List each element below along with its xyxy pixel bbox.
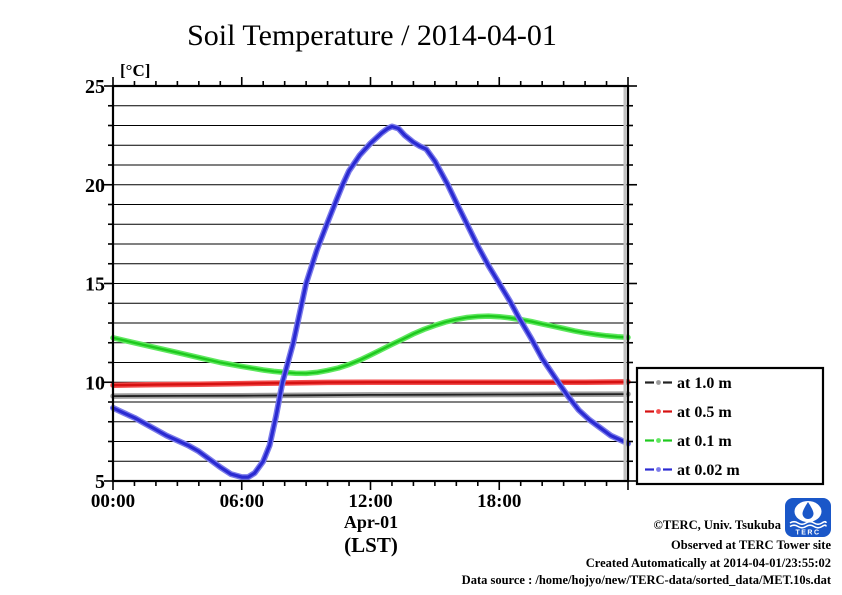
wave-icon bbox=[789, 524, 827, 529]
axis-tick-labels: 5 10 15 20 25 00:00 06:00 12:00 18:00 bbox=[85, 76, 521, 512]
legend-dot-icon bbox=[656, 380, 661, 385]
legend-dot-icon bbox=[656, 467, 661, 472]
data-series bbox=[110, 123, 631, 481]
y-tick-label-25: 25 bbox=[85, 76, 105, 98]
series-line-at-1-0-m bbox=[112, 393, 629, 397]
y-tick-label-10: 10 bbox=[85, 372, 105, 394]
legend: at 1.0 m at 0.5 m at 0.1 m at 0.02 m bbox=[635, 366, 825, 486]
wave-icon bbox=[789, 520, 827, 526]
legend-item-0-5m: at 0.5 m bbox=[645, 404, 732, 421]
series-line-at-0-5-m bbox=[111, 380, 630, 387]
logo-label: TERC bbox=[795, 530, 820, 537]
legend-label: at 0.1 m bbox=[677, 433, 732, 450]
x-tick-label-00:00: 00:00 bbox=[91, 491, 135, 512]
copyright-line: ©TERC, Univ. Tsukuba bbox=[654, 518, 782, 532]
chart-title: Soil Temperature / 2014-04-01 bbox=[187, 19, 557, 52]
series-halo-at-0-02-m bbox=[110, 123, 631, 481]
x-tick-label-18:00: 18:00 bbox=[477, 491, 521, 512]
legend-label: at 1.0 m bbox=[677, 375, 732, 392]
footer-credits: ©TERC, Univ. Tsukuba Observed at TERC To… bbox=[462, 518, 832, 587]
legend-label: at 0.5 m bbox=[677, 404, 732, 421]
legend-dot-icon bbox=[656, 409, 661, 414]
created-line: Created Automatically at 2014-04-01/23:5… bbox=[586, 556, 831, 570]
water-drop-icon bbox=[802, 502, 814, 519]
x-axis-date-label: Apr-01 bbox=[344, 512, 398, 532]
series-line-at-0-02-m bbox=[111, 124, 630, 479]
plot-frame bbox=[111, 84, 630, 483]
x-tick-label-12:00: 12:00 bbox=[348, 491, 392, 512]
series-line-at-0-1-m bbox=[111, 314, 630, 375]
y-axis-unit-label: [°C] bbox=[120, 61, 150, 80]
y-tick-label-20: 20 bbox=[85, 175, 105, 197]
legend-label: at 0.02 m bbox=[677, 462, 740, 479]
legend-item-1-0m: at 1.0 m bbox=[645, 375, 732, 392]
x-axis-timezone-label: (LST) bbox=[344, 533, 398, 557]
y-tick-label-5: 5 bbox=[95, 471, 105, 493]
observed-line: Observed at TERC Tower site bbox=[671, 538, 831, 552]
y-tick-label-15: 15 bbox=[85, 274, 105, 296]
legend-item-0-1m: at 0.1 m bbox=[645, 433, 732, 450]
legend-dot-icon bbox=[656, 438, 661, 443]
legend-item-0-02m: at 0.02 m bbox=[645, 462, 740, 479]
gridlines bbox=[113, 105, 628, 462]
x-tick-label-06:00: 06:00 bbox=[220, 491, 264, 512]
datasource-line: Data source : /home/hojyo/new/TERC-data/… bbox=[462, 573, 832, 587]
legend-box bbox=[635, 366, 825, 486]
terc-logo: TERC bbox=[785, 498, 831, 537]
